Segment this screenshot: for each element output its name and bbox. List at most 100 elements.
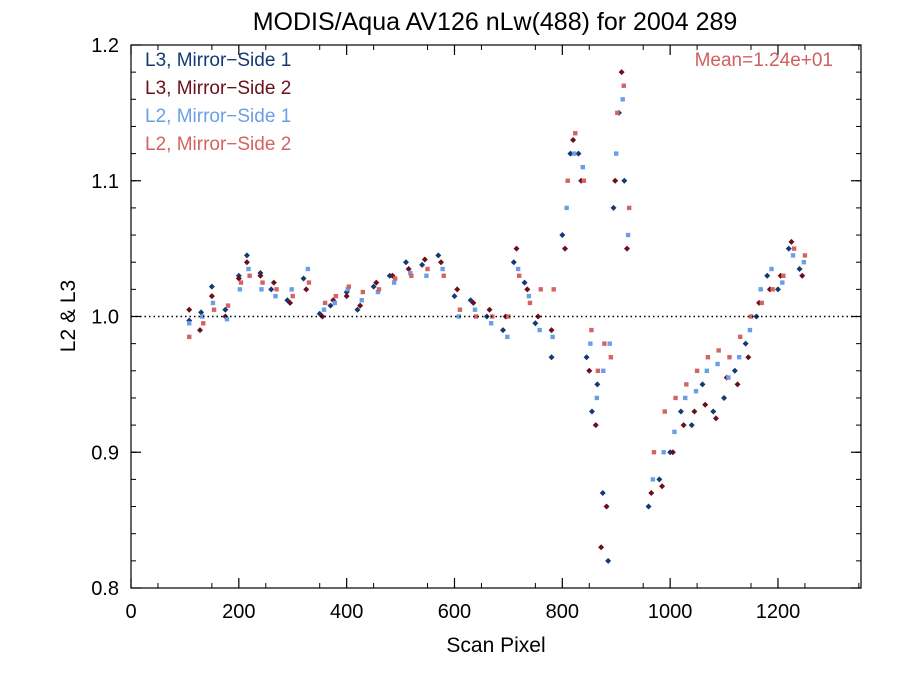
x-tick-label: 200 [222, 601, 255, 623]
chart-title: MODIS/Aqua AV126 nLw(488) for 2004 289 [253, 8, 738, 36]
data-point [360, 289, 366, 295]
data-point [357, 302, 364, 309]
data-point [759, 300, 764, 306]
data-point [526, 293, 532, 299]
data-point [551, 287, 556, 292]
data-point [210, 300, 216, 306]
data-point [710, 408, 717, 415]
data-point [510, 259, 517, 266]
data-point [424, 273, 429, 278]
data-point [624, 245, 631, 252]
data-point [408, 270, 413, 276]
data-point [598, 544, 605, 551]
data-point [500, 327, 507, 334]
data-point [605, 557, 612, 564]
data-point [601, 368, 606, 373]
data-point [451, 293, 458, 300]
data-point [259, 287, 264, 292]
data-point [199, 314, 205, 319]
x-tick-label: 1200 [756, 601, 801, 623]
data-point [683, 395, 688, 401]
data-point [472, 307, 478, 312]
data-point [648, 489, 655, 496]
data-point [289, 287, 294, 292]
data-point [715, 361, 720, 367]
data-point [516, 273, 522, 278]
data-point [488, 321, 494, 326]
data-point [702, 401, 709, 408]
data-point [612, 177, 619, 184]
x-tick-label: 600 [438, 601, 471, 623]
data-point [694, 368, 700, 373]
data-point [615, 110, 620, 116]
data-point [727, 355, 732, 360]
data-point [589, 327, 594, 333]
data-point [345, 287, 350, 292]
data-point [745, 354, 752, 361]
data-point [273, 293, 278, 299]
data-point [796, 265, 803, 272]
data-point [571, 151, 577, 156]
series-2 [187, 97, 807, 482]
data-point [197, 327, 204, 334]
data-point [738, 334, 743, 340]
data-point [564, 205, 569, 211]
data-point [419, 261, 426, 268]
y-tick-label: 1.0 [91, 307, 119, 329]
data-point [532, 320, 539, 327]
data-point [581, 178, 587, 183]
data-point [473, 314, 479, 319]
data-point [538, 287, 543, 292]
data-point [224, 317, 230, 322]
data-point [246, 266, 251, 272]
data-point [440, 266, 445, 272]
x-tick-label: 400 [330, 601, 363, 623]
data-point [721, 394, 728, 401]
legend: L3, Mirror−Side 1 L3, Mirror−Side 2 L2, … [145, 50, 291, 155]
data-point [594, 381, 601, 388]
y-tick-label: 0.8 [91, 578, 119, 600]
data-point [524, 286, 531, 293]
data-point [287, 299, 294, 306]
data-point [610, 204, 617, 211]
data-point [550, 334, 555, 340]
data-point [225, 303, 231, 308]
data-point [392, 276, 398, 281]
data-point [659, 483, 666, 490]
data-point [799, 272, 806, 279]
data-point [650, 477, 656, 482]
data-point [237, 287, 243, 292]
data-point [791, 246, 797, 251]
data-point [785, 245, 792, 252]
data-point [662, 409, 667, 414]
data-point [319, 313, 326, 320]
data-point [559, 232, 566, 239]
data-point [376, 287, 382, 292]
data-point [548, 327, 555, 334]
data-point [235, 275, 242, 282]
data-point [548, 354, 555, 361]
data-point [734, 381, 741, 388]
data-point [375, 289, 381, 295]
data-point [588, 341, 593, 346]
legend-entry-l3-ms1: L3, Mirror−Side 1 [145, 50, 291, 71]
data-point [753, 313, 760, 320]
data-point [321, 307, 327, 312]
mean-annotation: Mean=1.24e+01 [695, 50, 833, 71]
data-point [592, 422, 599, 429]
data-point [456, 314, 461, 319]
data-point [656, 476, 663, 483]
data-point [588, 408, 595, 415]
data-point [198, 309, 205, 316]
data-point [243, 252, 250, 259]
axis-ticks: 0 200 400 600 800 1000 1200 0.8 0.9 1.0 1.1 1.2 [91, 35, 861, 623]
data-point [645, 503, 652, 510]
data-point [595, 368, 601, 373]
data-point [370, 283, 377, 290]
data-point [770, 287, 775, 292]
data-point [409, 273, 414, 278]
data-point [608, 355, 614, 360]
data-point [441, 273, 446, 278]
